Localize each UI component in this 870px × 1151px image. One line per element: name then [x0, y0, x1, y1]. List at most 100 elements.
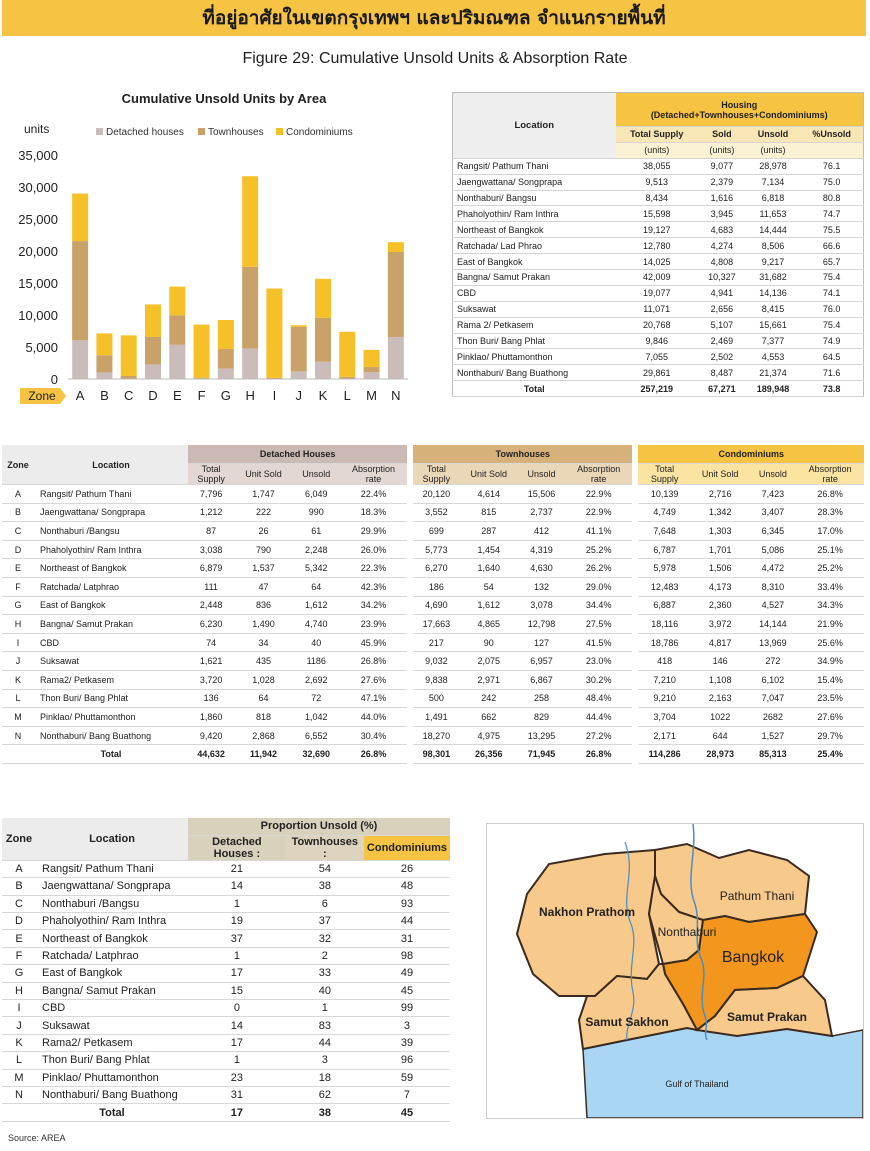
value-cell: 76.0	[800, 301, 864, 318]
value-cell: 42.3%	[339, 577, 408, 597]
value-cell: 38	[285, 877, 364, 896]
supply-header: Total Supply	[188, 463, 235, 486]
table-row: I CBD 0 1 99	[2, 999, 450, 1018]
x-tick-label: B	[100, 388, 109, 403]
zone-cell: J	[2, 1016, 36, 1035]
value-cell: 17.0%	[796, 521, 864, 541]
bar-segment	[96, 333, 113, 356]
unsold-header: Unsold	[292, 463, 340, 486]
value-cell: 25.4%	[796, 744, 864, 764]
value-cell: 2,379	[697, 174, 746, 191]
value-cell: 20,768	[615, 317, 698, 334]
value-cell: 4,817	[690, 633, 750, 653]
figure-title: Figure 29: Cumulative Unsold Units & Abs…	[242, 50, 628, 67]
value-cell: 28.3%	[796, 503, 864, 523]
value-cell: 6,957	[518, 651, 565, 672]
x-tick-label: G	[221, 388, 231, 403]
bar-segment	[387, 242, 404, 252]
table-row: E Northeast of Bangkok 6,879 1,537 5,342 22.3…	[2, 558, 864, 579]
value-cell: 54	[459, 577, 519, 597]
value-cell: 26.8%	[796, 484, 864, 504]
map-label-pathum-thani: Pathum Thani	[720, 889, 795, 903]
value-cell: 17	[188, 1034, 286, 1053]
value-cell: 1,491	[413, 707, 460, 727]
table-subheader-row: Total Supply Sold Unsold %Unsold	[453, 126, 864, 143]
table-row: Nonthaburi/ Bangsu 8,434 1,616 6,818 80.8	[452, 190, 864, 207]
value-cell: 59	[363, 1069, 450, 1087]
value-cell: 1,506	[690, 558, 750, 579]
bar-segment	[145, 304, 161, 337]
zone-header: Zone	[2, 445, 34, 486]
value-cell: 1,490	[234, 614, 293, 634]
value-cell: 9,846	[615, 333, 698, 350]
value-cell: 26	[234, 521, 293, 541]
location-cell: Rama 2/ Petkasem	[452, 317, 616, 334]
value-cell: 1,527	[749, 726, 797, 746]
value-cell: 93	[363, 895, 450, 914]
total-row: Total 257,219 67,271 189,948 73.8	[452, 380, 864, 398]
value-cell: 15,598	[615, 205, 698, 223]
proportion-group-header: Proportion Unsold (%)	[188, 818, 450, 836]
value-cell: 13,969	[749, 633, 797, 653]
value-cell: 3,038	[188, 540, 235, 560]
value-cell: 11,653	[745, 205, 801, 223]
value-cell: 19,077	[615, 285, 698, 302]
value-cell: 41.1%	[564, 521, 633, 541]
proportion-unsold-table: Zone Location Proportion Unsold (%) Deta…	[2, 818, 450, 1122]
bar-segment	[169, 344, 186, 379]
zone-cell: F	[2, 577, 34, 597]
zone-cell: M	[2, 1069, 36, 1087]
total-value: 257,219	[615, 380, 698, 398]
map-canvas: Nakhon Prathom Pathum Thani Nonthaburi B…	[487, 823, 864, 1119]
value-cell: 74.7	[800, 205, 864, 223]
table-row: Thon Buri/ Bang Phlat 9,846 2,469 7,377 74.9	[452, 333, 864, 350]
header-line: rate	[822, 474, 838, 485]
value-cell: 71.6	[800, 364, 864, 382]
value-cell: 4,740	[292, 614, 340, 634]
value-cell: 17	[188, 1103, 286, 1122]
value-cell: 11,942	[234, 744, 293, 764]
table-header-row: Location Housing (Detached+Townhouses+Co…	[452, 92, 864, 159]
value-cell: 7	[363, 1086, 450, 1105]
legend-swatch	[96, 128, 103, 135]
value-cell: 15.4%	[796, 670, 864, 690]
location-cell: CBD	[34, 633, 188, 653]
value-cell: 87	[188, 521, 235, 541]
bar-segment	[72, 340, 89, 379]
location-cell: Nonthaburi/ Bang Buathong	[452, 364, 616, 382]
zone-cell	[2, 744, 34, 764]
location-cell: Pinklao/ Phuttamonthon	[36, 1069, 188, 1087]
value-cell: 72	[292, 689, 340, 709]
value-cell: 42,009	[615, 269, 698, 286]
bar-segment	[169, 315, 186, 345]
value-cell: 4,975	[459, 726, 519, 746]
bar-segment	[217, 368, 234, 379]
value-cell: 74	[188, 633, 235, 653]
value-cell: 4,865	[459, 614, 519, 634]
bar-segment	[387, 337, 404, 379]
unsold-units-chart: Cumulative Unsold Units by Area units De…	[0, 82, 440, 412]
location-cell: Bangna/ Samut Prakan	[452, 269, 616, 286]
zone-cell: E	[2, 929, 36, 948]
zone-cell: M	[2, 707, 34, 727]
value-cell: 1,108	[690, 670, 750, 690]
value-cell: 418	[638, 651, 691, 672]
housing-header: Housing	[721, 99, 758, 110]
bar-segment	[120, 375, 137, 379]
location-cell: Thon Buri/ Bang Phlat	[452, 333, 616, 350]
value-cell: 7,423	[749, 484, 797, 504]
location-cell: Ratchada/ Latphrao	[36, 947, 188, 966]
bar-segment	[72, 241, 89, 341]
table-row: C Nonthaburi /Bangsu 87 26 61 29.9% 699 287 412 4…	[2, 521, 864, 541]
value-cell: 10,139	[638, 484, 691, 504]
x-tick-label: L	[344, 388, 351, 403]
value-cell: 1	[188, 895, 286, 914]
table-row: B Jaengwattana/ Songprapa 14 38 48	[2, 877, 450, 896]
zone-cell: B	[2, 503, 34, 523]
table-row: M Pinklao/ Phuttamonthon 23 18 59	[2, 1069, 450, 1087]
header-line: Total	[426, 464, 446, 475]
value-cell: 662	[459, 707, 519, 727]
zone-cell: A	[2, 860, 36, 879]
absorption-rate-table: Zone Location Detached Houses Townhouses…	[2, 445, 864, 764]
location-cell: East of Bangkok	[34, 596, 188, 616]
